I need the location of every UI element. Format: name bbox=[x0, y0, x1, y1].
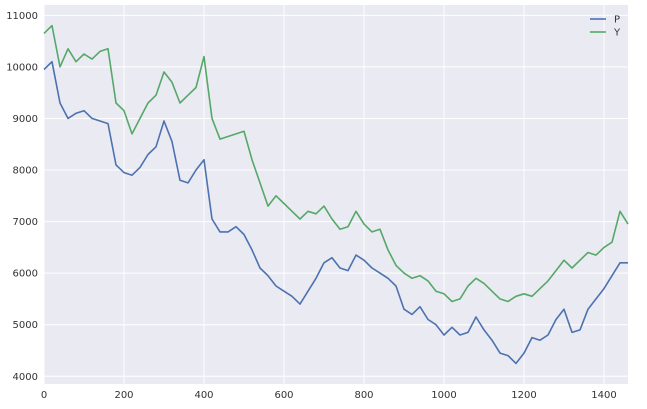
y-tick-label: 7000 bbox=[13, 217, 38, 228]
x-tick-label: 600 bbox=[274, 390, 293, 401]
y-tick-label: 8000 bbox=[13, 166, 38, 177]
series-layer bbox=[43, 24, 629, 365]
x-tick-label: 0 bbox=[41, 390, 47, 401]
x-tick-label: 200 bbox=[114, 390, 133, 401]
legend: P Y bbox=[590, 15, 621, 39]
y-tick-label: 6000 bbox=[13, 269, 38, 280]
x-tick-label: 1200 bbox=[511, 390, 536, 401]
grid-lines bbox=[43, 5, 628, 384]
x-tick-label: 800 bbox=[354, 390, 373, 401]
legend-label-y: Y bbox=[613, 28, 621, 39]
legend-label-p: P bbox=[614, 15, 620, 26]
y-tick-label: 10000 bbox=[6, 62, 38, 73]
y-tick-label: 4000 bbox=[13, 372, 38, 383]
y-tick-label: 9000 bbox=[13, 114, 38, 125]
x-tick-label: 1000 bbox=[431, 390, 456, 401]
y-tick-label: 5000 bbox=[13, 320, 38, 331]
plot-background bbox=[44, 5, 628, 384]
y-tick-label: 11000 bbox=[6, 11, 38, 22]
x-tick-label: 400 bbox=[194, 390, 213, 401]
series-line-y bbox=[43, 24, 629, 303]
tick-labels: 0 200 400 600 800 1000 1200 1400 4000 5000 6000 700… bbox=[6, 11, 617, 401]
series-line-p bbox=[43, 60, 628, 365]
x-tick-label: 1400 bbox=[591, 390, 616, 401]
